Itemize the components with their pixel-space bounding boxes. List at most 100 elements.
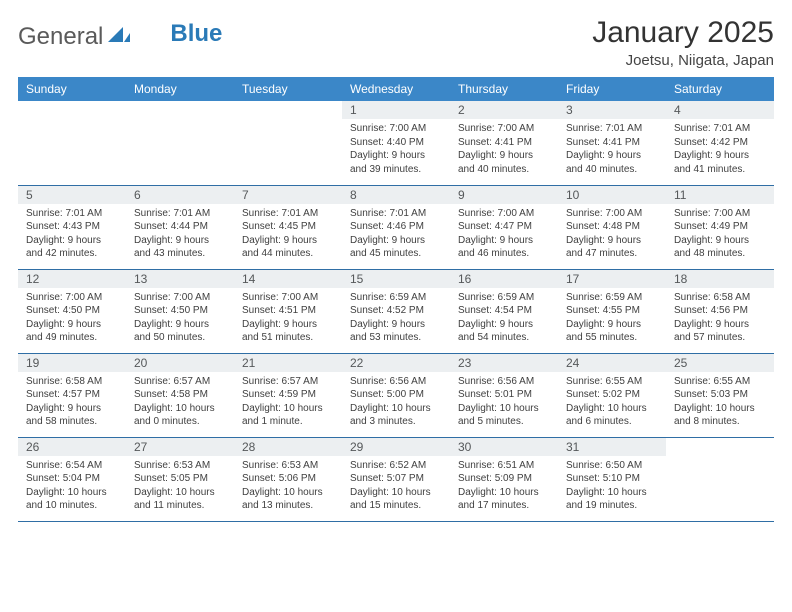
day-cell: 9Sunrise: 7:00 AMSunset: 4:47 PMDaylight… bbox=[450, 185, 558, 269]
day-number: 22 bbox=[342, 354, 450, 372]
day-content: Sunrise: 6:58 AMSunset: 4:56 PMDaylight:… bbox=[666, 288, 774, 349]
day-header: Wednesday bbox=[342, 77, 450, 101]
day-cell: 27Sunrise: 6:53 AMSunset: 5:05 PMDayligh… bbox=[126, 437, 234, 521]
day-number: 28 bbox=[234, 438, 342, 456]
day-header: Sunday bbox=[18, 77, 126, 101]
day-number: 15 bbox=[342, 270, 450, 288]
day-content: Sunrise: 7:00 AMSunset: 4:41 PMDaylight:… bbox=[450, 119, 558, 180]
day-header: Friday bbox=[558, 77, 666, 101]
day-content: Sunrise: 7:00 AMSunset: 4:48 PMDaylight:… bbox=[558, 204, 666, 265]
day-content: Sunrise: 7:00 AMSunset: 4:49 PMDaylight:… bbox=[666, 204, 774, 265]
day-cell bbox=[18, 101, 126, 185]
day-cell bbox=[234, 101, 342, 185]
day-cell: 11Sunrise: 7:00 AMSunset: 4:49 PMDayligh… bbox=[666, 185, 774, 269]
week-row: 19Sunrise: 6:58 AMSunset: 4:57 PMDayligh… bbox=[18, 353, 774, 437]
day-cell: 24Sunrise: 6:55 AMSunset: 5:02 PMDayligh… bbox=[558, 353, 666, 437]
day-cell: 30Sunrise: 6:51 AMSunset: 5:09 PMDayligh… bbox=[450, 437, 558, 521]
day-content: Sunrise: 7:01 AMSunset: 4:41 PMDaylight:… bbox=[558, 119, 666, 180]
day-cell: 8Sunrise: 7:01 AMSunset: 4:46 PMDaylight… bbox=[342, 185, 450, 269]
day-content: Sunrise: 6:53 AMSunset: 5:05 PMDaylight:… bbox=[126, 456, 234, 517]
day-cell: 20Sunrise: 6:57 AMSunset: 4:58 PMDayligh… bbox=[126, 353, 234, 437]
day-cell: 23Sunrise: 6:56 AMSunset: 5:01 PMDayligh… bbox=[450, 353, 558, 437]
day-content: Sunrise: 6:54 AMSunset: 5:04 PMDaylight:… bbox=[18, 456, 126, 517]
day-number: 7 bbox=[234, 186, 342, 204]
brand-sail-icon bbox=[108, 22, 130, 50]
day-content: Sunrise: 7:00 AMSunset: 4:40 PMDaylight:… bbox=[342, 119, 450, 180]
week-row: 12Sunrise: 7:00 AMSunset: 4:50 PMDayligh… bbox=[18, 269, 774, 353]
day-number: 8 bbox=[342, 186, 450, 204]
day-cell: 26Sunrise: 6:54 AMSunset: 5:04 PMDayligh… bbox=[18, 437, 126, 521]
day-cell: 5Sunrise: 7:01 AMSunset: 4:43 PMDaylight… bbox=[18, 185, 126, 269]
day-content: Sunrise: 7:01 AMSunset: 4:42 PMDaylight:… bbox=[666, 119, 774, 180]
day-number: 30 bbox=[450, 438, 558, 456]
day-header: Tuesday bbox=[234, 77, 342, 101]
day-content: Sunrise: 7:01 AMSunset: 4:43 PMDaylight:… bbox=[18, 204, 126, 265]
day-cell: 22Sunrise: 6:56 AMSunset: 5:00 PMDayligh… bbox=[342, 353, 450, 437]
day-number: 11 bbox=[666, 186, 774, 204]
day-cell: 14Sunrise: 7:00 AMSunset: 4:51 PMDayligh… bbox=[234, 269, 342, 353]
day-header: Saturday bbox=[666, 77, 774, 101]
day-content: Sunrise: 6:51 AMSunset: 5:09 PMDaylight:… bbox=[450, 456, 558, 517]
day-cell bbox=[666, 437, 774, 521]
day-number: 16 bbox=[450, 270, 558, 288]
header: General Blue January 2025 Joetsu, Niigat… bbox=[18, 16, 774, 69]
day-content: Sunrise: 6:53 AMSunset: 5:06 PMDaylight:… bbox=[234, 456, 342, 517]
day-number: 6 bbox=[126, 186, 234, 204]
day-content: Sunrise: 6:52 AMSunset: 5:07 PMDaylight:… bbox=[342, 456, 450, 517]
day-content: Sunrise: 6:55 AMSunset: 5:02 PMDaylight:… bbox=[558, 372, 666, 433]
day-cell: 13Sunrise: 7:00 AMSunset: 4:50 PMDayligh… bbox=[126, 269, 234, 353]
day-cell: 21Sunrise: 6:57 AMSunset: 4:59 PMDayligh… bbox=[234, 353, 342, 437]
day-cell: 18Sunrise: 6:58 AMSunset: 4:56 PMDayligh… bbox=[666, 269, 774, 353]
day-number: 1 bbox=[342, 101, 450, 119]
day-number: 25 bbox=[666, 354, 774, 372]
day-number: 24 bbox=[558, 354, 666, 372]
day-cell: 6Sunrise: 7:01 AMSunset: 4:44 PMDaylight… bbox=[126, 185, 234, 269]
day-number: 31 bbox=[558, 438, 666, 456]
day-header: Monday bbox=[126, 77, 234, 101]
day-cell: 2Sunrise: 7:00 AMSunset: 4:41 PMDaylight… bbox=[450, 101, 558, 185]
day-cell: 19Sunrise: 6:58 AMSunset: 4:57 PMDayligh… bbox=[18, 353, 126, 437]
calendar-grid: SundayMondayTuesdayWednesdayThursdayFrid… bbox=[18, 77, 774, 522]
day-content: Sunrise: 6:56 AMSunset: 5:01 PMDaylight:… bbox=[450, 372, 558, 433]
week-row: 1Sunrise: 7:00 AMSunset: 4:40 PMDaylight… bbox=[18, 101, 774, 185]
week-row: 5Sunrise: 7:01 AMSunset: 4:43 PMDaylight… bbox=[18, 185, 774, 269]
day-cell: 16Sunrise: 6:59 AMSunset: 4:54 PMDayligh… bbox=[450, 269, 558, 353]
day-cell: 29Sunrise: 6:52 AMSunset: 5:07 PMDayligh… bbox=[342, 437, 450, 521]
day-number: 17 bbox=[558, 270, 666, 288]
day-cell: 25Sunrise: 6:55 AMSunset: 5:03 PMDayligh… bbox=[666, 353, 774, 437]
day-number: 18 bbox=[666, 270, 774, 288]
day-cell bbox=[126, 101, 234, 185]
day-cell: 10Sunrise: 7:00 AMSunset: 4:48 PMDayligh… bbox=[558, 185, 666, 269]
day-content: Sunrise: 6:58 AMSunset: 4:57 PMDaylight:… bbox=[18, 372, 126, 433]
day-number: 9 bbox=[450, 186, 558, 204]
day-content: Sunrise: 7:01 AMSunset: 4:44 PMDaylight:… bbox=[126, 204, 234, 265]
calendar-page: General Blue January 2025 Joetsu, Niigat… bbox=[0, 0, 792, 538]
brand-part1: General bbox=[18, 23, 103, 51]
day-number: 26 bbox=[18, 438, 126, 456]
day-content: Sunrise: 6:55 AMSunset: 5:03 PMDaylight:… bbox=[666, 372, 774, 433]
day-content: Sunrise: 6:59 AMSunset: 4:52 PMDaylight:… bbox=[342, 288, 450, 349]
day-cell: 1Sunrise: 7:00 AMSunset: 4:40 PMDaylight… bbox=[342, 101, 450, 185]
day-cell: 12Sunrise: 7:00 AMSunset: 4:50 PMDayligh… bbox=[18, 269, 126, 353]
day-number: 12 bbox=[18, 270, 126, 288]
day-content: Sunrise: 7:00 AMSunset: 4:51 PMDaylight:… bbox=[234, 288, 342, 349]
day-content: Sunrise: 6:59 AMSunset: 4:54 PMDaylight:… bbox=[450, 288, 558, 349]
day-content: Sunrise: 6:57 AMSunset: 4:58 PMDaylight:… bbox=[126, 372, 234, 433]
day-content: Sunrise: 7:01 AMSunset: 4:45 PMDaylight:… bbox=[234, 204, 342, 265]
day-number: 19 bbox=[18, 354, 126, 372]
day-cell: 31Sunrise: 6:50 AMSunset: 5:10 PMDayligh… bbox=[558, 437, 666, 521]
title-block: January 2025 Joetsu, Niigata, Japan bbox=[592, 16, 774, 69]
day-cell: 28Sunrise: 6:53 AMSunset: 5:06 PMDayligh… bbox=[234, 437, 342, 521]
day-content: Sunrise: 6:59 AMSunset: 4:55 PMDaylight:… bbox=[558, 288, 666, 349]
brand-logo: General Blue bbox=[18, 16, 222, 52]
day-cell: 15Sunrise: 6:59 AMSunset: 4:52 PMDayligh… bbox=[342, 269, 450, 353]
day-content: Sunrise: 7:00 AMSunset: 4:47 PMDaylight:… bbox=[450, 204, 558, 265]
day-number: 27 bbox=[126, 438, 234, 456]
day-number: 29 bbox=[342, 438, 450, 456]
day-content: Sunrise: 7:00 AMSunset: 4:50 PMDaylight:… bbox=[18, 288, 126, 349]
day-header-row: SundayMondayTuesdayWednesdayThursdayFrid… bbox=[18, 77, 774, 101]
week-row: 26Sunrise: 6:54 AMSunset: 5:04 PMDayligh… bbox=[18, 437, 774, 521]
day-cell: 7Sunrise: 7:01 AMSunset: 4:45 PMDaylight… bbox=[234, 185, 342, 269]
day-number: 14 bbox=[234, 270, 342, 288]
brand-part2: Blue bbox=[170, 20, 222, 48]
